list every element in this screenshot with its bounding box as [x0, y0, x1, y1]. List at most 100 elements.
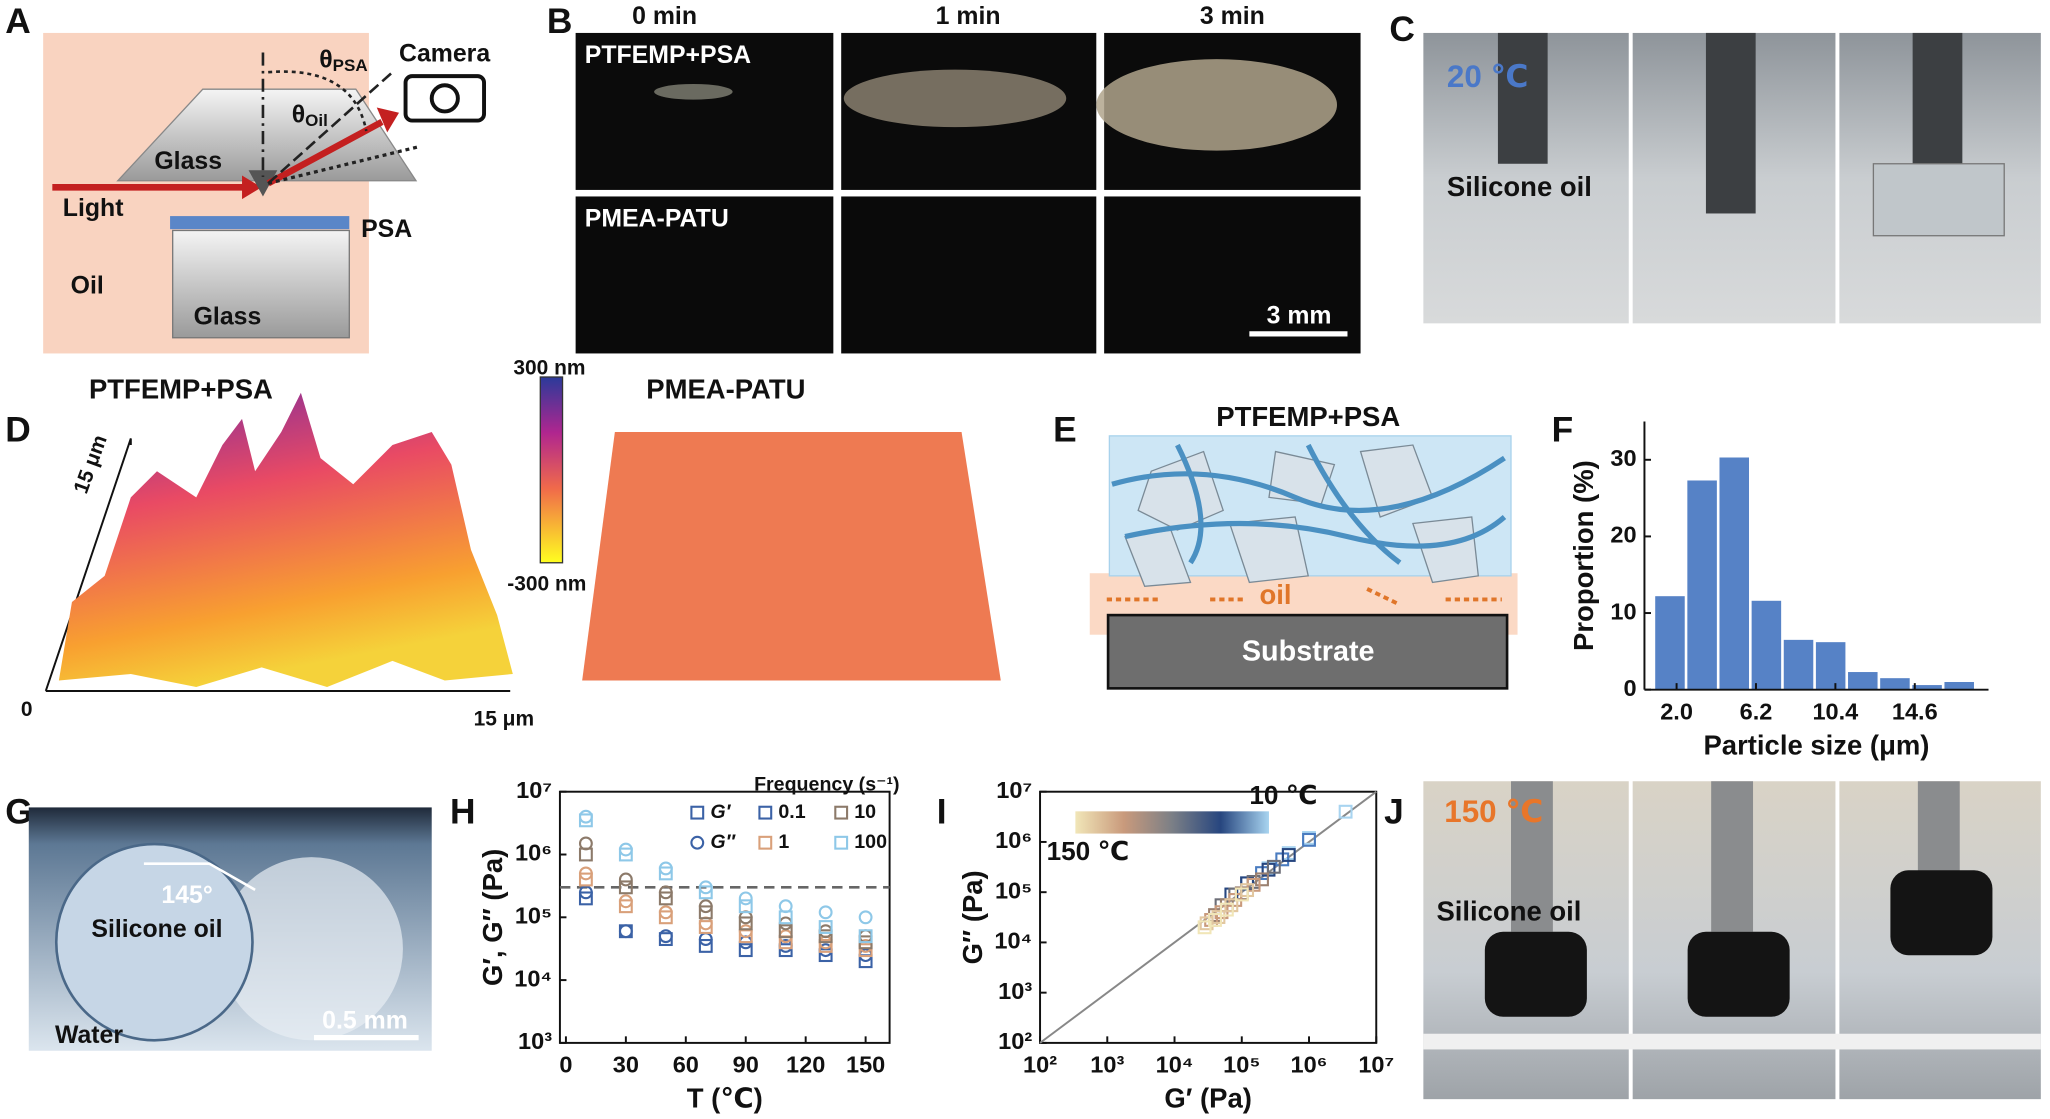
legend-label: G″ [710, 831, 736, 853]
sample [1872, 163, 2005, 237]
x-tick-label: 10³ [1090, 1052, 1124, 1078]
y-tick-label: 10⁷ [996, 777, 1032, 803]
substrate-label: Substrate [1242, 636, 1375, 668]
data-point [1197, 920, 1212, 935]
rod [1917, 781, 1960, 873]
data-point [818, 920, 833, 934]
panel-letter: F [1552, 410, 1574, 449]
sample [1890, 870, 1993, 956]
x-tick-label: 150 [846, 1052, 885, 1078]
column-header: 1 min [936, 3, 1001, 30]
x-tick-label: 10⁶ [1291, 1052, 1328, 1078]
data-point [698, 885, 713, 900]
liquid-label: Silicone oil [91, 916, 222, 943]
data-point [658, 905, 673, 920]
x-tick-label: 10² [1023, 1052, 1057, 1078]
bar [1815, 642, 1846, 690]
data-point [658, 910, 673, 925]
image [1104, 196, 1361, 354]
data-point [578, 872, 593, 887]
label: θPSA [319, 46, 367, 75]
x-tick-label: 10⁷ [1358, 1052, 1394, 1078]
panel-letter: C [1389, 10, 1415, 49]
label: Glass [154, 148, 222, 175]
image [575, 32, 834, 190]
y-tick-label: 10⁶ [515, 840, 552, 866]
surface-rough [58, 392, 513, 688]
x-tick-label: 6.2 [1740, 698, 1773, 724]
data-point [738, 924, 753, 939]
x-axis-label: T (℃) [687, 1083, 763, 1114]
data-point [778, 899, 793, 914]
bar [1912, 685, 1942, 690]
arrow-head [376, 107, 400, 133]
plate [1423, 1033, 2041, 1050]
angle-label: 145° [161, 882, 212, 909]
data-point [818, 929, 833, 944]
chain [1175, 443, 1204, 565]
y-tick-label: 10⁶ [995, 827, 1032, 853]
bar [1848, 672, 1878, 690]
legend-label: G′ [710, 801, 731, 823]
bar [1944, 682, 1974, 690]
data-point [858, 943, 873, 958]
reflected-ray [266, 119, 384, 187]
colorbar-label: 10 ℃ [1249, 780, 1317, 810]
x-tick-label: 10⁵ [1223, 1052, 1260, 1078]
legend-marker [834, 805, 849, 820]
bar [1719, 457, 1750, 690]
data-point [738, 891, 753, 906]
data-point [1266, 859, 1281, 874]
bar [1751, 600, 1782, 690]
sample [1687, 931, 1790, 1017]
legend-marker [834, 835, 849, 850]
scatter-light [843, 69, 1067, 128]
data-point [618, 894, 633, 909]
y-axis-label: Proportion (%) [1568, 460, 1599, 651]
y-axis-label: G′, G″ (Pa) [477, 849, 508, 986]
surface-title: PMEA-PATU [646, 374, 805, 405]
data-point [578, 866, 593, 881]
data-point [658, 891, 673, 906]
data-point [738, 943, 753, 958]
colorbar-label: 300 nm [513, 357, 585, 380]
rod [1511, 781, 1553, 932]
bar [1655, 596, 1685, 690]
oil-arrows [1105, 587, 1502, 607]
legend-marker [758, 805, 773, 820]
data-point [658, 866, 673, 881]
plot-frame [558, 790, 891, 1044]
axis-label: 0 [21, 698, 33, 721]
data-point [698, 916, 713, 931]
glass-slide [172, 229, 350, 339]
label: PSA [361, 216, 412, 243]
x-axis-label: G′ (Pa) [1164, 1083, 1251, 1114]
panel-letter: I [937, 792, 947, 831]
y-tick-label: 10³ [518, 1028, 552, 1054]
plot-frame [1039, 790, 1378, 1044]
diagram-title: PTFEMP+PSA [1216, 401, 1400, 432]
image-grid [575, 32, 1361, 354]
column-header: 0 min [632, 3, 697, 30]
temperature: 20 ℃ [1447, 59, 1529, 94]
legend-label: 0.1 [778, 801, 805, 823]
row-label: PTFEMP+PSA [585, 42, 751, 69]
x-tick-label: 2.0 [1660, 698, 1693, 724]
legend-label: 100 [854, 831, 887, 853]
y-tick-label: 10³ [998, 978, 1032, 1004]
sample [1484, 931, 1587, 1017]
data-point [1234, 887, 1249, 902]
data-point [618, 872, 633, 887]
data-point [578, 809, 593, 824]
axis-label: 15 μm [70, 432, 112, 497]
data-point [618, 899, 633, 914]
particle [1228, 516, 1310, 584]
x-tick-label: 120 [786, 1052, 825, 1078]
data-point [698, 899, 713, 914]
legend-marker [690, 805, 705, 820]
subscript: PSA [333, 56, 368, 75]
y-tick-label: 10⁷ [516, 777, 552, 803]
column-header: 3 min [1200, 3, 1265, 30]
panel-letter: E [1053, 410, 1077, 449]
